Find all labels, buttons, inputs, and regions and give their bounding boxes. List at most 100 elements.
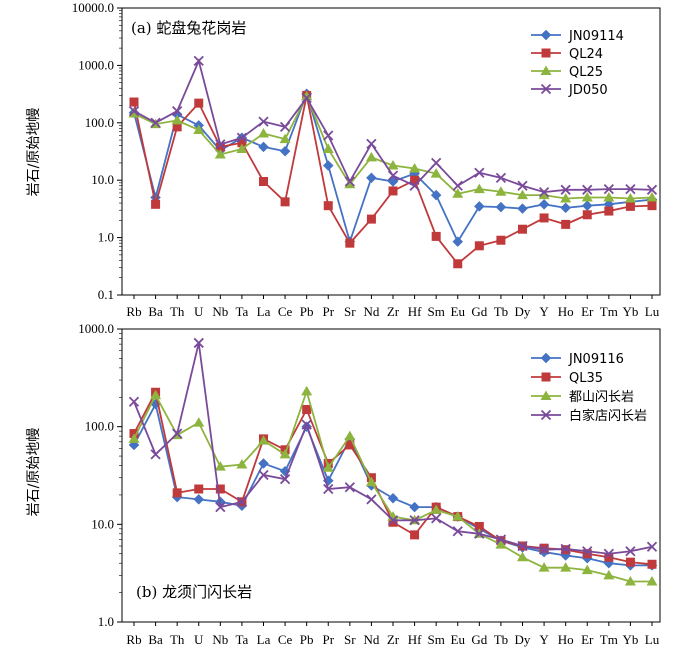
data-point bbox=[194, 98, 204, 108]
data-point bbox=[279, 133, 291, 144]
data-point bbox=[388, 517, 398, 527]
data-point bbox=[452, 526, 463, 537]
series-line bbox=[133, 401, 652, 567]
data-point bbox=[172, 488, 182, 498]
data-point bbox=[409, 501, 420, 513]
legend-marker bbox=[541, 48, 551, 58]
data-point bbox=[128, 396, 140, 407]
data-point bbox=[603, 183, 614, 195]
x-tick-label: Y bbox=[539, 632, 549, 647]
x-tick-label: Nd bbox=[363, 632, 379, 647]
data-point bbox=[366, 494, 377, 505]
x-tick-label: La bbox=[257, 304, 271, 319]
y-tick-label: 10.0 bbox=[91, 172, 114, 187]
legend-entry: QL35 bbox=[531, 371, 603, 386]
data-point bbox=[430, 189, 442, 201]
legend-entry: 都山闪长岩 bbox=[531, 390, 634, 405]
data-point bbox=[258, 458, 269, 469]
data-point bbox=[215, 501, 226, 513]
data-point bbox=[473, 201, 485, 212]
series-4 bbox=[128, 337, 658, 559]
x-tick-label: Th bbox=[170, 304, 185, 319]
panel-a: 0.1 1.0 10.0 100.0 1000.0 10000.0 Rb Ba Th U Nb Ta L… bbox=[26, 0, 661, 319]
y-tick-label: 100.0 bbox=[85, 419, 114, 434]
data-point bbox=[452, 511, 464, 521]
x-tick-label: Ce bbox=[278, 632, 293, 647]
data-point bbox=[215, 142, 225, 152]
data-point bbox=[194, 484, 204, 494]
legend-label: QL25 bbox=[569, 65, 603, 80]
x-tick-label: Yb bbox=[622, 304, 638, 319]
data-point bbox=[279, 121, 291, 132]
data-point bbox=[539, 213, 549, 223]
x-tick-label: Er bbox=[581, 304, 594, 319]
x-tick-label: Zr bbox=[387, 632, 400, 647]
x-tick-label: Nd bbox=[363, 304, 379, 319]
legend-entry: JD050 bbox=[531, 83, 608, 98]
data-point bbox=[410, 175, 420, 185]
data-point bbox=[236, 496, 248, 507]
x-tick-label: Nb bbox=[212, 632, 228, 647]
data-point bbox=[128, 108, 140, 118]
x-tick-label: Ta bbox=[236, 632, 249, 647]
series-2 bbox=[129, 90, 657, 269]
data-point bbox=[214, 461, 226, 471]
data-point bbox=[366, 214, 376, 224]
data-point bbox=[215, 139, 226, 150]
legend-entry: JN09116 bbox=[531, 352, 624, 367]
data-point bbox=[453, 259, 463, 269]
data-point bbox=[344, 178, 356, 189]
data-point bbox=[193, 55, 204, 66]
series-4 bbox=[128, 55, 658, 198]
data-point bbox=[452, 180, 463, 191]
data-point bbox=[517, 180, 528, 191]
data-point bbox=[323, 201, 333, 211]
data-point bbox=[431, 157, 442, 169]
data-point bbox=[193, 417, 205, 427]
data-point bbox=[474, 528, 485, 539]
legend: JN09114 QL24 QL25 JD050 bbox=[531, 29, 624, 98]
legend-marker bbox=[540, 83, 552, 95]
data-point bbox=[560, 192, 572, 203]
y-tick-label: 1.0 bbox=[98, 230, 114, 245]
data-point bbox=[431, 231, 441, 241]
data-point bbox=[517, 551, 528, 562]
x-tick-label: Hf bbox=[408, 632, 422, 647]
x-tick-label: Rb bbox=[126, 304, 141, 319]
data-point bbox=[582, 210, 592, 220]
data-point bbox=[366, 138, 377, 149]
legend-entry: 白家店闪长岩 bbox=[531, 408, 647, 424]
data-point bbox=[538, 198, 550, 210]
legend-entry: QL25 bbox=[531, 65, 603, 80]
data-point bbox=[236, 458, 248, 469]
data-point bbox=[214, 149, 226, 159]
data-point bbox=[625, 557, 635, 567]
legend-label: JD050 bbox=[568, 83, 608, 98]
data-point bbox=[496, 235, 506, 245]
data-point bbox=[560, 184, 571, 195]
x-tick-label: Ba bbox=[148, 304, 163, 319]
data-point bbox=[560, 562, 572, 572]
panel-b: 1.0 10.0 100.0 1000.0 Rb Ba Th U Nb Ta La Ce Pb Pr Sr N… bbox=[26, 321, 661, 647]
data-point bbox=[624, 192, 636, 203]
data-point bbox=[322, 160, 334, 171]
data-point bbox=[344, 176, 355, 187]
data-point bbox=[301, 419, 312, 430]
y-tick-label: 1000.0 bbox=[78, 57, 114, 72]
data-point bbox=[538, 562, 550, 572]
x-tick-label: Th bbox=[170, 632, 185, 647]
data-point bbox=[604, 206, 614, 216]
x-tick-label: Pr bbox=[322, 304, 334, 319]
x-tick-label: Eu bbox=[451, 304, 466, 319]
data-point bbox=[258, 435, 269, 445]
data-point bbox=[582, 546, 593, 557]
y-tick-label: 0.1 bbox=[98, 287, 114, 302]
x-tick-label: Gd bbox=[471, 632, 487, 647]
data-point bbox=[538, 186, 550, 198]
data-point bbox=[474, 241, 484, 251]
data-point bbox=[128, 433, 140, 443]
data-point bbox=[560, 202, 572, 214]
data-point bbox=[344, 482, 355, 493]
plot-frame bbox=[121, 328, 661, 623]
data-point bbox=[603, 191, 615, 202]
